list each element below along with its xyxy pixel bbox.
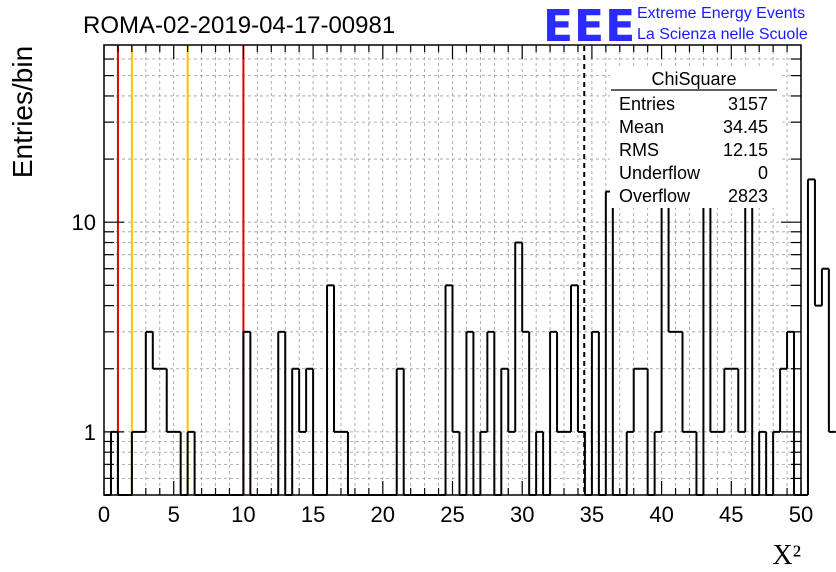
stats-label: Overflow (619, 186, 691, 206)
marker-lines (116, 46, 586, 494)
chart-title: ROMA-02-2019-04-17-00981 (83, 12, 395, 39)
logo-mark: EEE (543, 1, 636, 52)
x-tick-label: 10 (231, 502, 255, 527)
stats-value: 2823 (728, 186, 768, 206)
x-tick-label: 30 (510, 502, 534, 527)
x-axis-title: X² (772, 540, 801, 571)
x-tick-label: 40 (649, 502, 673, 527)
y-tick-labels: 1 10 (72, 210, 96, 445)
stats-value: 0 (758, 163, 768, 183)
x-tick-label: 35 (580, 502, 604, 527)
y-axis-title: Entries/bin (7, 46, 38, 178)
y-tick-label: 10 (72, 210, 96, 235)
logo-line-2: La Scienza nelle Scuole (637, 26, 808, 43)
x-tick-label: 0 (98, 502, 110, 527)
stats-label: RMS (619, 140, 659, 160)
stats-rows: Entries 3157 Mean 34.45 RMS 12.15 Underflow 0 Ov… (619, 94, 768, 206)
stats-value: 12.15 (723, 140, 768, 160)
stats-value: 34.45 (723, 117, 768, 137)
y-tick-label: 1 (84, 420, 96, 445)
eee-logo: EEE Extreme Energy Events La Scienza nel… (543, 1, 808, 52)
stats-box-background (610, 68, 780, 208)
stats-box-title: ChiSquare (651, 69, 736, 89)
x-tick-label: 50 (789, 502, 813, 527)
x-tick-labels: 0 5 10 15 20 25 30 35 40 45 50 (98, 502, 813, 527)
stats-label: Underflow (619, 163, 701, 183)
stats-label: Entries (619, 94, 675, 114)
histogram-bins (104, 178, 836, 496)
x-tick-label: 25 (440, 502, 464, 527)
stats-value: 3157 (728, 94, 768, 114)
stats-box: ChiSquare Entries 3157 Mean 34.45 RMS 12.15 Un… (610, 68, 780, 208)
logo-line-1: Extreme Energy Events (637, 5, 805, 22)
axis-ticks (103, 45, 802, 495)
x-tick-label: 5 (168, 502, 180, 527)
x-tick-label: 15 (301, 502, 325, 527)
stats-label: Mean (619, 117, 664, 137)
x-tick-label: 20 (371, 502, 395, 527)
x-tick-label: 45 (719, 502, 743, 527)
